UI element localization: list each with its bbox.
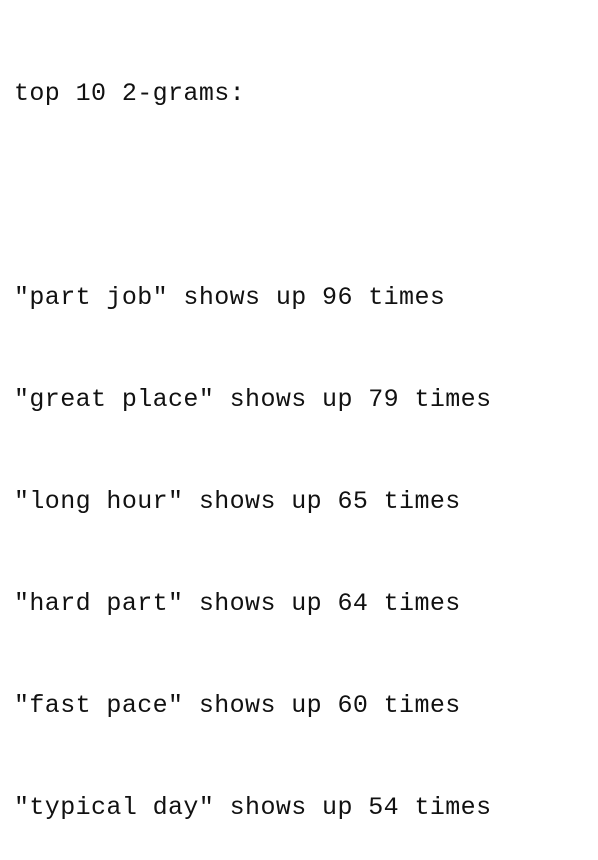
console-output: top 10 2-grams: "part job" shows up 96 t… xyxy=(14,79,598,822)
ngram-line-4: "hard part" shows up 64 times xyxy=(14,589,461,618)
blank-line xyxy=(14,179,598,213)
ngram-line-3: "long hour" shows up 65 times xyxy=(14,487,461,516)
output-header: top 10 2-grams: xyxy=(14,79,246,108)
ngram-line-1: "part job" shows up 96 times xyxy=(14,283,446,312)
ngram-line-6: "typical day" shows up 54 times xyxy=(14,793,492,822)
ngram-line-2: "great place" shows up 79 times xyxy=(14,385,492,414)
ngram-line-5: "fast pace" shows up 60 times xyxy=(14,691,461,720)
